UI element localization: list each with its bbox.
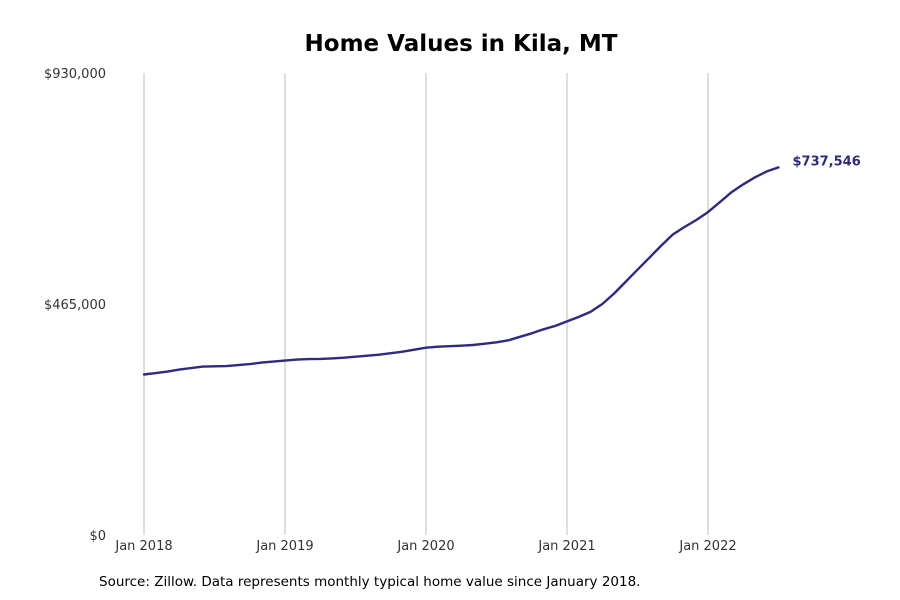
x-axis-ticks: Jan 2018 Jan 2019 Jan 2020 Jan 2021 Jan 2022	[114, 539, 736, 554]
x-tick-label: Jan 2018	[114, 539, 172, 554]
y-tick-label: $930,000	[44, 67, 106, 82]
x-tick-label: Jan 2020	[396, 539, 454, 554]
y-tick-label: $465,000	[44, 298, 106, 313]
source-note: Source: Zillow. Data represents monthly …	[99, 574, 641, 590]
grid-lines	[143, 73, 709, 535]
series-layer: $737,546	[142, 155, 861, 376]
x-tick-label: Jan 2022	[678, 539, 736, 554]
end-value-label: $737,546	[793, 155, 861, 170]
series-line	[142, 166, 780, 376]
x-tick-label: Jan 2019	[255, 539, 313, 554]
y-tick-label: $0	[89, 529, 106, 544]
x-tick-label: Jan 2021	[537, 539, 595, 554]
chart-title: Home Values in Kila, MT	[305, 31, 618, 57]
y-axis-ticks: $0 $465,000 $930,000	[44, 67, 106, 544]
